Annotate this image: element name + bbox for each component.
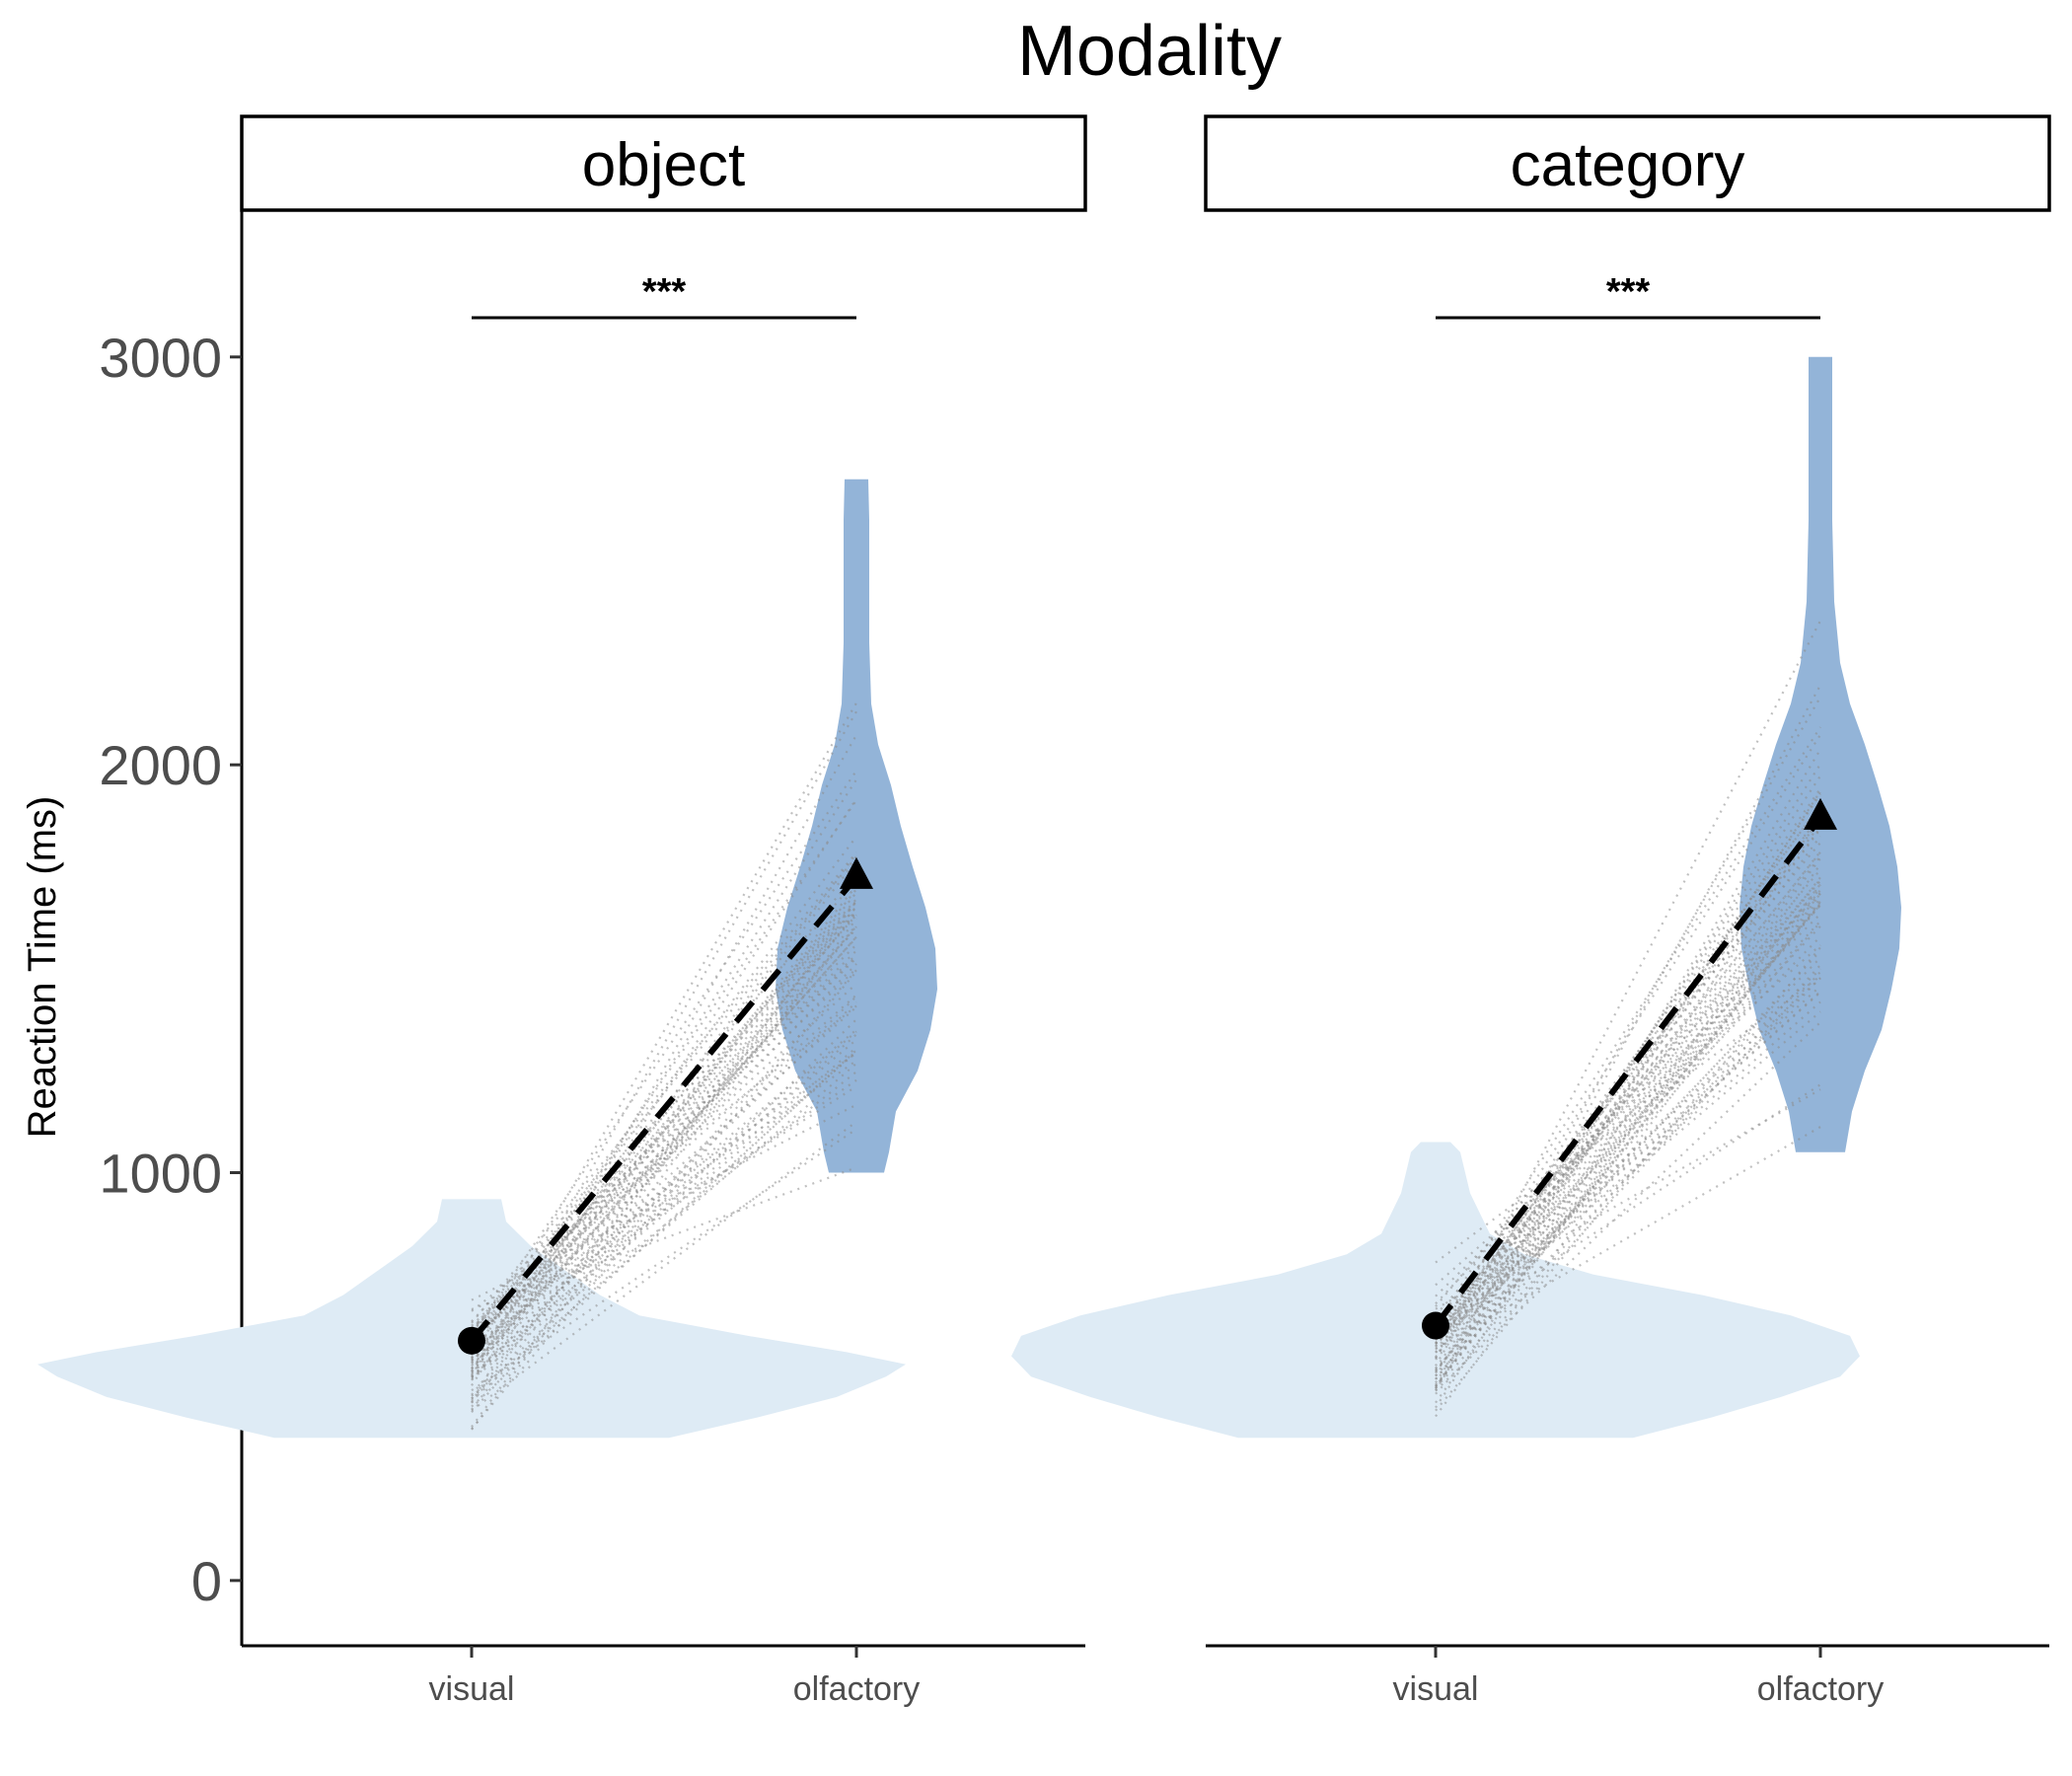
y-tick-label: 3000: [99, 327, 222, 389]
trial-line: [471, 871, 857, 1359]
trial-line: [471, 1000, 857, 1377]
panel-category: category *** visual olfactory: [1011, 114, 2051, 1708]
mean-point-olfactory: [1804, 797, 1837, 830]
trial-line: [471, 702, 857, 1360]
trial-line: [1435, 855, 1821, 1344]
trial-line: [471, 1046, 857, 1374]
y-tick-label: 1000: [99, 1143, 222, 1205]
trial-line: [471, 1062, 857, 1397]
trial-line: [1435, 971, 1821, 1395]
mean-point-olfactory: [840, 856, 873, 889]
violin-visual: [37, 1199, 906, 1439]
trial-line: [471, 901, 857, 1360]
trial-line: [1435, 1010, 1821, 1341]
trial-line: [1435, 726, 1821, 1326]
x-tick-label: olfactory: [1757, 1670, 1885, 1708]
trial-line: [1435, 968, 1821, 1345]
violin-visual: [1011, 1142, 1860, 1439]
trial-line: [1435, 975, 1821, 1264]
trial-line: [471, 851, 857, 1324]
trial-line: [471, 927, 857, 1336]
x-tick-label: visual: [429, 1670, 515, 1708]
trial-line: [471, 995, 857, 1378]
trial-line: [471, 1049, 857, 1408]
trial-line: [471, 936, 857, 1368]
trial-line: [471, 983, 857, 1336]
trial-line: [471, 1051, 857, 1378]
trial-line: [1435, 775, 1821, 1360]
y-tick-label: 2000: [99, 734, 222, 796]
trial-line: [471, 970, 857, 1430]
mean-line: [469, 874, 859, 1343]
trial-line: [471, 969, 857, 1414]
trial-lines: [1435, 620, 1821, 1418]
trial-line: [471, 943, 857, 1327]
trial-line: [471, 924, 857, 1396]
trial-line: [1435, 814, 1821, 1324]
trial-line: [1435, 804, 1821, 1325]
trial-line: [1435, 883, 1821, 1387]
trial-line: [1435, 734, 1821, 1337]
y-axis-label: Reaction Time (ms): [21, 796, 64, 1139]
chart-title: Modality: [1017, 12, 1282, 91]
trial-line: [1435, 964, 1821, 1389]
trial-line: [471, 1028, 857, 1354]
significance-label: ***: [1606, 271, 1651, 313]
trial-line: [1435, 851, 1821, 1340]
y-tick-label: 0: [191, 1550, 222, 1612]
trial-line: [1435, 1083, 1821, 1339]
strip-box: [1204, 114, 2051, 212]
trial-line: [471, 1071, 857, 1380]
trial-line: [1435, 950, 1821, 1370]
trial-line: [471, 900, 857, 1347]
trial-line: [1435, 893, 1821, 1418]
trial-line: [1435, 793, 1821, 1374]
trial-line: [1435, 900, 1821, 1386]
trial-line: [1435, 1126, 1821, 1350]
trial-line: [471, 884, 857, 1369]
trial-lines: [471, 702, 857, 1431]
trial-line: [1435, 1088, 1821, 1310]
significance-label: ***: [642, 271, 687, 313]
y-axis: 0 1000 2000 3000: [99, 210, 244, 1646]
trial-line: [471, 1120, 857, 1412]
strip-box: [240, 114, 1087, 212]
trial-line: [1435, 828, 1821, 1348]
trial-line: [471, 1030, 857, 1362]
panel-object: object *** visual olfactory: [37, 114, 1087, 1708]
violin-olfactory: [1739, 356, 1901, 1152]
trial-line: [1435, 956, 1821, 1354]
mean-point-visual: [458, 1326, 485, 1355]
strip-label: object: [582, 131, 745, 199]
mean-point-visual: [1422, 1311, 1449, 1340]
trial-line: [1435, 946, 1821, 1412]
trial-line: [471, 1038, 857, 1366]
trial-line: [471, 888, 857, 1375]
trial-line: [1435, 868, 1821, 1329]
trial-line: [471, 925, 857, 1373]
trial-line: [1435, 883, 1821, 1380]
trial-line: [1435, 876, 1821, 1372]
trial-line: [471, 797, 857, 1386]
trial-line: [1435, 842, 1821, 1307]
strip-label: category: [1511, 131, 1745, 199]
trial-line: [1435, 904, 1821, 1328]
mean-line: [1433, 816, 1823, 1328]
trial-line: [1435, 944, 1821, 1287]
trial-line: [471, 770, 857, 1337]
trial-line: [471, 1128, 857, 1392]
trial-line: [1435, 1021, 1821, 1392]
trial-line: [471, 914, 857, 1346]
trial-line: [1435, 880, 1821, 1326]
violin-olfactory: [776, 479, 937, 1173]
trial-line: [1435, 818, 1821, 1338]
x-tick-label: olfactory: [793, 1670, 921, 1708]
trial-line: [471, 963, 857, 1364]
x-tick-label: visual: [1393, 1670, 1479, 1708]
